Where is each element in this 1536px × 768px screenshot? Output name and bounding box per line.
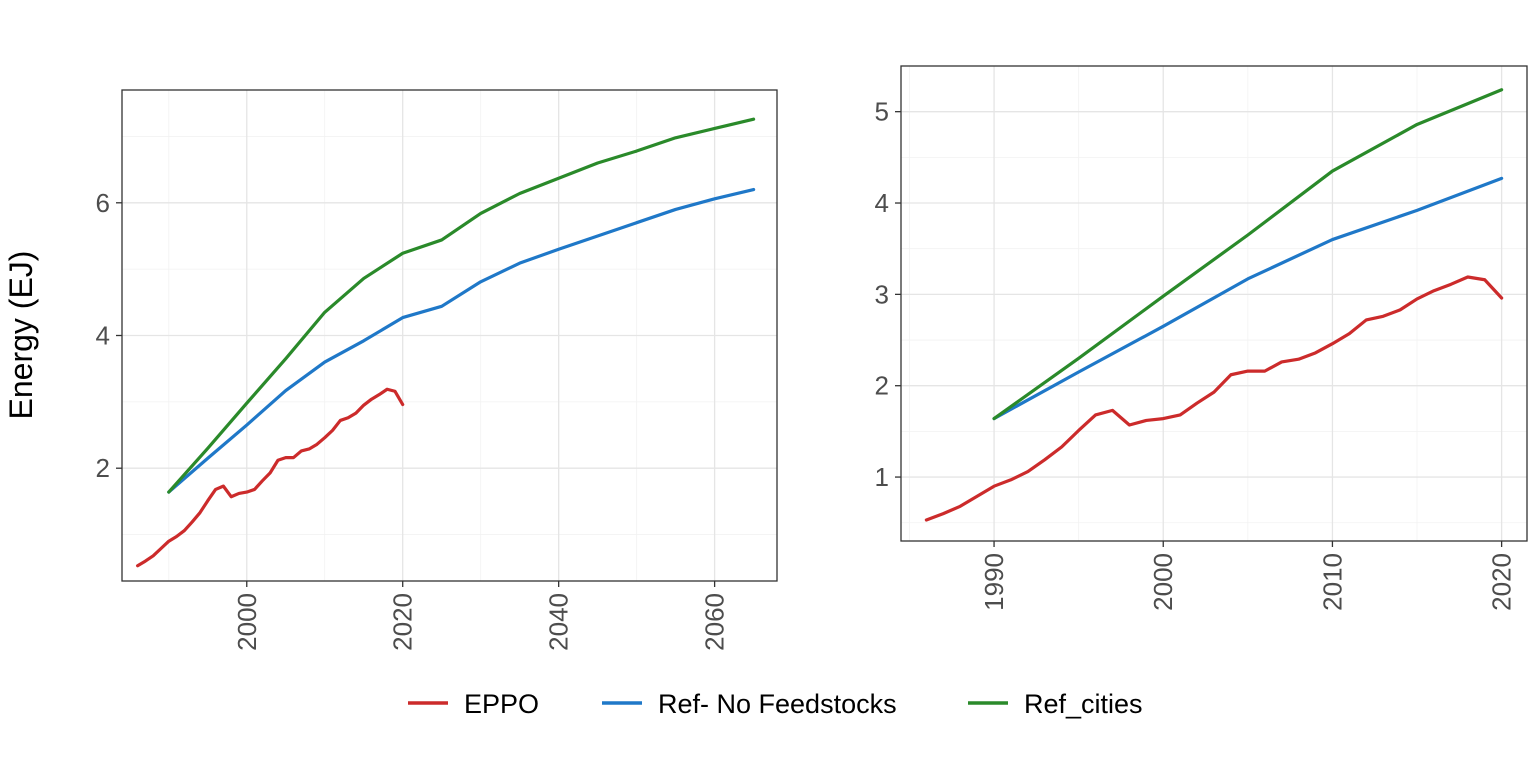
legend: EPPO Ref- No Feedstocks Ref_cities	[408, 689, 1143, 719]
right-x-tick-label: 2010	[1317, 553, 1347, 611]
legend-item-ref-no-feedstocks: Ref- No Feedstocks	[602, 689, 897, 719]
left-series-line-eppo	[136, 387, 405, 568]
legend-item-ref-cities: Ref_cities	[968, 689, 1143, 719]
right-y-tick-label: 2	[875, 371, 889, 401]
legend-label-ref-cities: Ref_cities	[1024, 689, 1143, 719]
left-chart-panel: 2 4 6 2000 2020 2040 2060	[96, 89, 778, 651]
left-y-tick-label: 2	[96, 453, 110, 483]
right-y-tick-label: 3	[875, 279, 889, 309]
legend-item-eppo: EPPO	[408, 689, 539, 719]
left-x-tick-label: 2000	[232, 593, 262, 651]
left-x-tick-label: 2060	[700, 593, 730, 651]
right-x-tick-label: 1990	[979, 553, 1009, 611]
legend-label-eppo: EPPO	[464, 689, 539, 719]
left-y-tick-label: 4	[96, 321, 110, 351]
left-x-tick-label: 2020	[388, 593, 418, 651]
left-series-line-ref-no-feedstocks	[167, 187, 756, 494]
right-x-tick-label: 2000	[1148, 553, 1178, 611]
right-panel-border	[900, 65, 1528, 542]
left-x-tick-label: 2040	[544, 593, 574, 651]
legend-label-ref-no-feedstocks: Ref- No Feedstocks	[658, 689, 897, 719]
right-x-tick-label: 2020	[1487, 553, 1517, 611]
right-y-tick-label: 4	[875, 188, 889, 218]
right-series-line-ref-cities	[992, 88, 1504, 421]
y-axis-title: Energy (EJ)	[3, 251, 39, 420]
left-series-line-ref-cities	[167, 117, 756, 494]
right-series-line-eppo	[924, 275, 1504, 522]
right-series-line-ref-no-feedstocks	[992, 176, 1504, 421]
right-panel-background	[901, 66, 1527, 541]
right-y-tick-label: 1	[875, 462, 889, 492]
left-y-tick-label: 6	[96, 188, 110, 218]
right-chart-panel: 1 2 3 4 5 1990 2000 2010 2020	[875, 65, 1528, 611]
right-y-tick-label: 5	[875, 97, 889, 127]
